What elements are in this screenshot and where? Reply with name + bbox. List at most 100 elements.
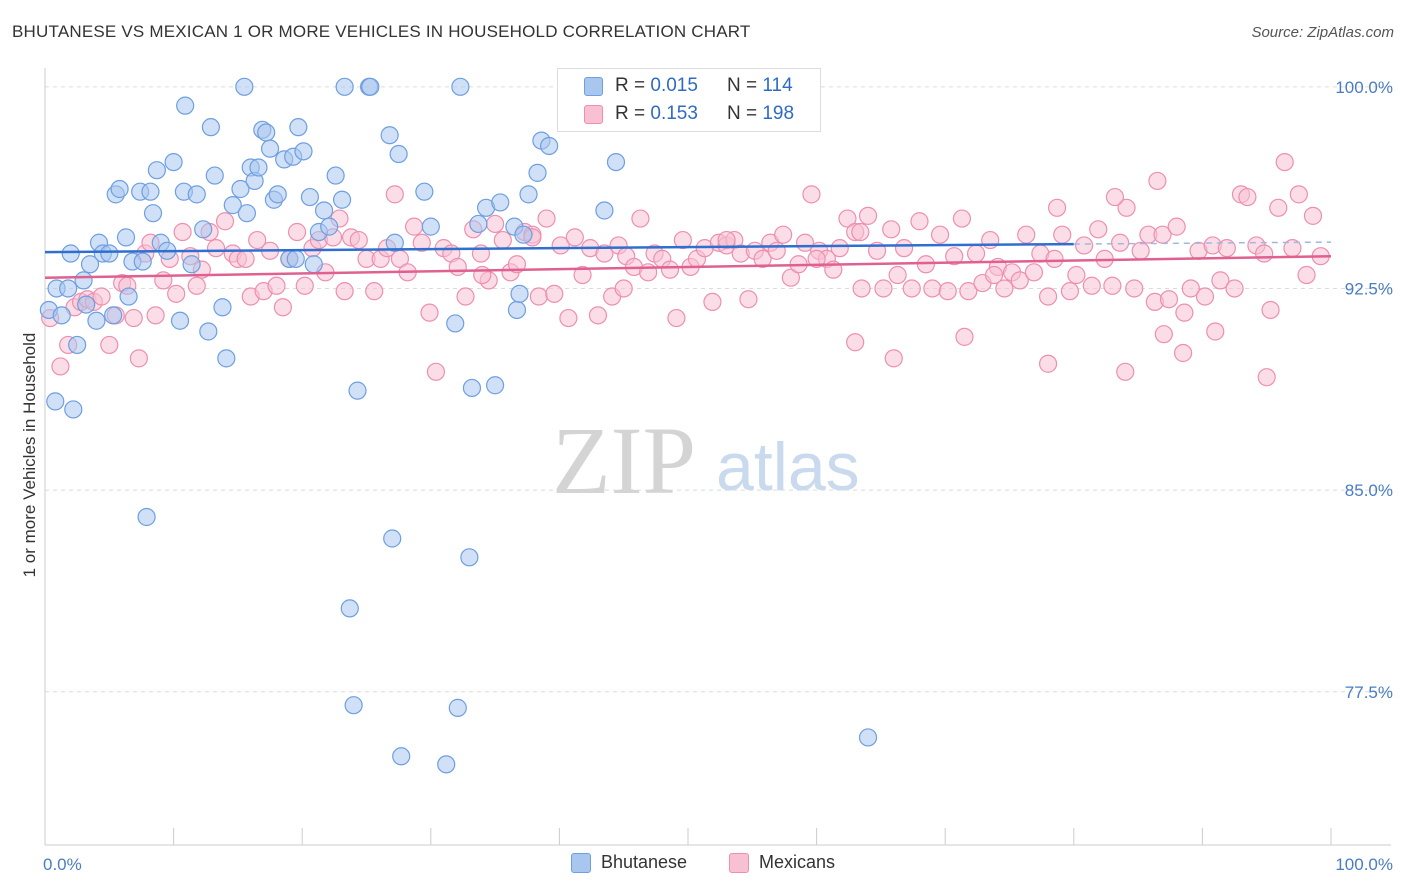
- mexicans-point: [595, 244, 614, 263]
- legend-r-label: R =: [615, 75, 646, 96]
- legend-r-label: R =: [615, 103, 646, 124]
- bhutanese-point: [486, 376, 505, 395]
- bhutanese-point: [176, 96, 195, 115]
- mexicans-point: [995, 279, 1014, 298]
- mexicans-point: [894, 239, 914, 258]
- legend-item-bhutanese[interactable]: Bhutanese: [570, 852, 687, 873]
- mexicans-point: [215, 212, 235, 231]
- bhutanese-point: [437, 755, 456, 774]
- mexicans-point: [902, 279, 921, 298]
- mexicans-point: [412, 233, 431, 252]
- watermark-atlas: atlas: [716, 429, 860, 505]
- mexicans-point: [884, 349, 903, 368]
- bhutanese-point: [249, 158, 268, 177]
- bhutanese-point: [289, 118, 308, 137]
- mexicans-point: [1067, 265, 1086, 285]
- mexicans-point: [295, 276, 314, 295]
- mexicans-point: [882, 220, 901, 239]
- mexicans-point: [717, 230, 736, 250]
- y-tick-label: 77.5%: [1345, 683, 1393, 702]
- mexicans-point: [938, 282, 957, 301]
- mexicans-point: [1159, 290, 1179, 309]
- mexicans-point: [1275, 153, 1294, 172]
- y-tick-label: 100.0%: [1335, 78, 1393, 97]
- mexicans-point: [1053, 225, 1072, 244]
- bhutanese-point: [194, 220, 213, 239]
- bhutanese-point: [314, 201, 334, 220]
- bhutanese-point: [110, 179, 129, 199]
- y-tick-label: 85.0%: [1345, 481, 1393, 500]
- mexicans-point: [1175, 303, 1194, 322]
- x-tick-label-max: 100.0%: [1335, 855, 1393, 874]
- bhutanese-point: [147, 161, 166, 180]
- bhutanese-point: [858, 728, 878, 747]
- legend-r-value: 0.015: [650, 75, 698, 96]
- bhutanese-point: [348, 381, 367, 400]
- bhutanese-point: [389, 144, 408, 164]
- x-ticks: [173, 828, 1332, 845]
- mexicans-point: [486, 214, 505, 234]
- mexicans-point: [1225, 279, 1244, 298]
- mexicans-point: [852, 279, 871, 298]
- bhutanese-point: [326, 166, 345, 185]
- mexicans-point: [1238, 187, 1257, 207]
- mexicans-point: [1154, 325, 1173, 344]
- mexicans-point: [1125, 279, 1144, 298]
- mexicans-point: [1195, 287, 1215, 306]
- bhutanese-point: [383, 529, 402, 548]
- mexicans-point: [660, 260, 680, 279]
- mexicans-point: [807, 249, 826, 268]
- legend-swatch-blue: [584, 76, 603, 96]
- mexicans-point: [1116, 362, 1135, 381]
- mexicans-point: [984, 265, 1004, 285]
- legend-item-mexicans[interactable]: Mexicans: [729, 852, 835, 873]
- bhutanese-point: [344, 696, 363, 715]
- mexicans-point: [456, 287, 475, 306]
- x-tick-label-min: 0.0%: [43, 855, 82, 874]
- mexicans-point: [614, 279, 633, 298]
- mexicans-point: [573, 265, 592, 285]
- mexicans-point: [1255, 244, 1274, 263]
- mexicans-point: [930, 225, 950, 244]
- bhutanese-point: [320, 217, 339, 236]
- bhutanese-point: [217, 349, 236, 368]
- axes: [44, 68, 1391, 846]
- mexicans-point: [1045, 249, 1064, 268]
- mexicans-point: [565, 228, 584, 247]
- bhutanese-point: [61, 244, 80, 263]
- mexicans-point: [448, 257, 467, 277]
- y-axis-title: 1 or more Vehicles in Household: [20, 333, 39, 578]
- bhutanese-point: [332, 190, 352, 209]
- bhutanese-point: [335, 77, 354, 96]
- mexicans-point: [673, 230, 692, 250]
- mexicans-point: [248, 230, 267, 250]
- mexicans-point: [559, 308, 578, 328]
- mexicans-point: [802, 185, 821, 204]
- bhutanese-point: [491, 193, 510, 212]
- mexicans-point: [846, 333, 865, 352]
- y-tick-labels: 100.0% 92.5% 85.0% 77.5%: [1335, 78, 1393, 702]
- mexicans-point: [1261, 300, 1280, 320]
- mexicans-point: [173, 222, 192, 242]
- legend-row-bhutanese: R = 0.015 N = 114: [584, 73, 793, 99]
- mexicans-point: [667, 308, 686, 328]
- mexicans-point: [420, 303, 439, 322]
- bhutanese-point: [469, 214, 488, 234]
- bhutanese-point: [462, 378, 482, 398]
- mexicans-point: [952, 209, 972, 228]
- mexicans-point: [1211, 271, 1230, 290]
- mexicans-point: [739, 290, 758, 309]
- bhutanese-point: [74, 271, 93, 290]
- bhutanese-point: [300, 187, 320, 207]
- bhutanese-point: [59, 279, 78, 298]
- bhutanese-point: [340, 599, 359, 618]
- bhutanese-point: [213, 298, 232, 317]
- mexicans-point: [1060, 282, 1080, 301]
- mexicans-point: [767, 241, 786, 260]
- mexicans-point: [404, 217, 424, 236]
- mexicans-point: [545, 284, 564, 303]
- mexicans-point: [830, 239, 849, 258]
- mexicans-point: [781, 268, 800, 287]
- mexicans-point: [1181, 279, 1200, 298]
